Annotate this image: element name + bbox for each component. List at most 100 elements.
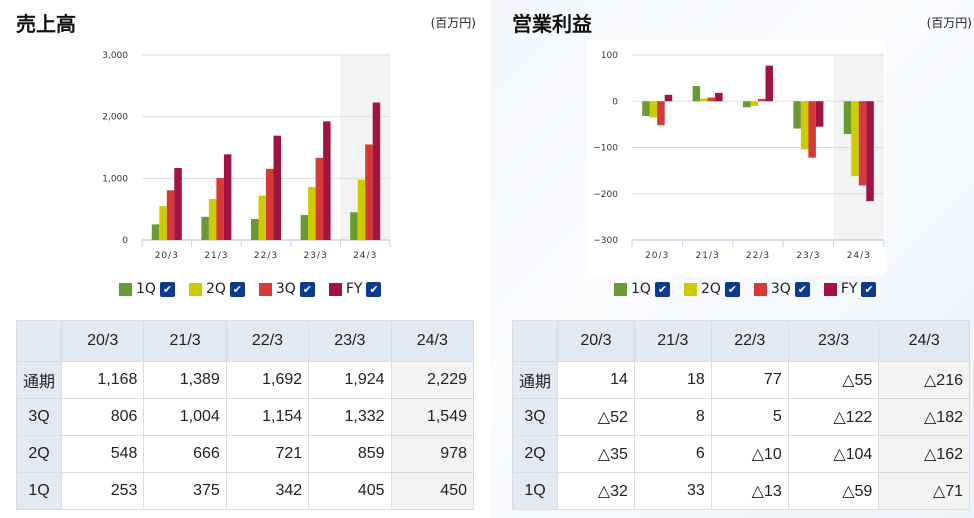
sales-chart: 0 1,000 2,000 3,000 20/3 21/3 22/3 23/3 24/3 xyxy=(102,51,391,261)
bar-2Q-22/3 xyxy=(258,195,266,240)
legend-swatch xyxy=(753,282,767,296)
table-cell: 1,692 xyxy=(225,361,310,399)
bar-3Q-22/3 xyxy=(266,168,274,240)
table-cell: △182 xyxy=(878,398,970,436)
table-cell: 1,168 xyxy=(60,361,145,399)
x-tick-label: 20/3 xyxy=(155,251,179,261)
checkbox-checked-icon[interactable]: ✔ xyxy=(159,281,175,297)
y-tick-label: 1,000 xyxy=(102,174,128,184)
legend-item-FY[interactable]: FY ✔ xyxy=(328,281,382,297)
legend-label: FY xyxy=(345,281,363,297)
x-tick-label: 20/3 xyxy=(645,251,669,261)
table-cell: 1,332 xyxy=(308,398,392,436)
table-cell: △104 xyxy=(787,435,880,473)
table-cell: 806 xyxy=(60,398,145,436)
bar-FY-20/3 xyxy=(664,94,673,102)
row-header: 1Q xyxy=(512,472,558,510)
legend-item-3Q[interactable]: 3Q ✔ xyxy=(753,281,810,297)
row-header: 通期 xyxy=(512,361,558,399)
legend-item-FY[interactable]: FY ✔ xyxy=(823,281,877,297)
checkbox-checked-icon[interactable]: ✔ xyxy=(794,281,810,297)
y-tick-label: 0 xyxy=(612,97,618,107)
bar-FY-21/3 xyxy=(223,154,232,240)
bar-3Q-22/3 xyxy=(758,98,766,102)
table-cell: 5 xyxy=(710,398,789,436)
table-cell: 1,549 xyxy=(390,398,475,436)
x-tick-label: 24/3 xyxy=(353,251,377,261)
y-tick-label: 100 xyxy=(601,51,618,61)
sales-legend: 1Q ✔ 2Q ✔ 3Q ✔ FY ✔ xyxy=(119,281,382,297)
table-row: 1Q 253 375 342 405 450 xyxy=(16,472,475,510)
column-header: 22/3 xyxy=(710,320,789,362)
table-cell: 342 xyxy=(225,472,310,510)
table-cell: △216 xyxy=(878,361,970,399)
x-tick-label: 21/3 xyxy=(204,251,228,261)
table-cell: 6 xyxy=(633,435,712,473)
y-tick-label: −200 xyxy=(593,190,618,200)
y-tick-label: −300 xyxy=(593,236,618,246)
bar-FY-24/3 xyxy=(866,101,874,202)
table-cell: 2,229 xyxy=(390,361,475,399)
legend-label: 1Q xyxy=(631,281,651,297)
x-tick-label: 22/3 xyxy=(254,251,278,261)
bar-2Q-21/3 xyxy=(700,98,708,102)
checkbox-checked-icon[interactable]: ✔ xyxy=(724,281,740,297)
bar-1Q-22/3 xyxy=(743,101,751,108)
column-header: 24/3 xyxy=(878,320,970,362)
bar-FY-23/3 xyxy=(815,101,824,127)
checkbox-checked-icon[interactable]: ✔ xyxy=(654,281,670,297)
legend-swatch xyxy=(823,282,837,296)
table-cell: 548 xyxy=(60,435,145,473)
table-cell: △71 xyxy=(878,472,970,510)
bar-FY-24/3 xyxy=(372,102,381,240)
profit-table: 20/3 21/3 22/3 23/3 24/3 通期 14 18 77 △55 △216 3Q △52… xyxy=(512,320,970,510)
table-cell: 253 xyxy=(60,472,145,510)
table-header-row: 20/3 21/3 22/3 23/3 24/3 xyxy=(512,320,970,362)
bar-3Q-21/3 xyxy=(216,178,224,240)
table-header-row: 20/3 21/3 22/3 23/3 24/3 xyxy=(16,320,475,362)
table-cell: △59 xyxy=(787,472,880,510)
column-header: 21/3 xyxy=(633,320,712,362)
y-tick-label: 3,000 xyxy=(102,51,128,61)
profit-panel: 営業利益 (百万円) −300 −200 −100 0 100 20/3 21/3 22/3 2… xyxy=(512,0,972,518)
table-row: 3Q 806 1,004 1,154 1,332 1,549 xyxy=(16,398,475,436)
legend-item-2Q[interactable]: 2Q ✔ xyxy=(683,281,740,297)
table-cell: △10 xyxy=(710,435,789,473)
corner-cell xyxy=(512,320,558,362)
checkbox-checked-icon[interactable]: ✔ xyxy=(366,281,382,297)
legend-label: 3Q xyxy=(275,281,296,297)
x-tick-label: 21/3 xyxy=(695,251,719,261)
legend-item-2Q[interactable]: 2Q ✔ xyxy=(188,281,245,297)
legend-item-1Q[interactable]: 1Q ✔ xyxy=(614,281,670,297)
legend-swatch xyxy=(328,282,342,296)
y-tick-label: −100 xyxy=(593,144,618,154)
legend-item-3Q[interactable]: 3Q ✔ xyxy=(258,281,315,297)
checkbox-checked-icon[interactable]: ✔ xyxy=(861,281,877,297)
bar-3Q-24/3 xyxy=(365,144,373,240)
bar-FY-22/3 xyxy=(273,135,281,240)
table-cell: △35 xyxy=(557,435,635,473)
table-cell: 450 xyxy=(390,472,475,510)
checkbox-checked-icon[interactable]: ✔ xyxy=(299,281,315,297)
table-cell: 405 xyxy=(308,472,392,510)
bar-2Q-20/3 xyxy=(159,206,167,240)
bar-3Q-23/3 xyxy=(315,157,324,240)
table-cell: △55 xyxy=(787,361,880,399)
table-cell: 77 xyxy=(710,361,789,399)
bar-2Q-21/3 xyxy=(208,198,217,240)
table-cell: 721 xyxy=(225,435,310,473)
bar-2Q-24/3 xyxy=(851,101,859,177)
table-cell: 1,924 xyxy=(308,361,392,399)
table-row: 通期 1,168 1,389 1,692 1,924 2,229 xyxy=(16,361,475,399)
bar-1Q-24/3 xyxy=(350,212,358,240)
table-cell: 978 xyxy=(390,435,475,473)
column-header: 23/3 xyxy=(787,320,880,362)
bar-2Q-20/3 xyxy=(649,101,658,118)
table-cell: △162 xyxy=(878,435,970,473)
table-cell: △13 xyxy=(710,472,789,510)
legend-item-1Q[interactable]: 1Q ✔ xyxy=(119,281,175,297)
checkbox-checked-icon[interactable]: ✔ xyxy=(229,281,245,297)
legend-swatch xyxy=(258,282,272,296)
legend-swatch xyxy=(614,282,627,296)
legend-swatch xyxy=(188,282,202,296)
